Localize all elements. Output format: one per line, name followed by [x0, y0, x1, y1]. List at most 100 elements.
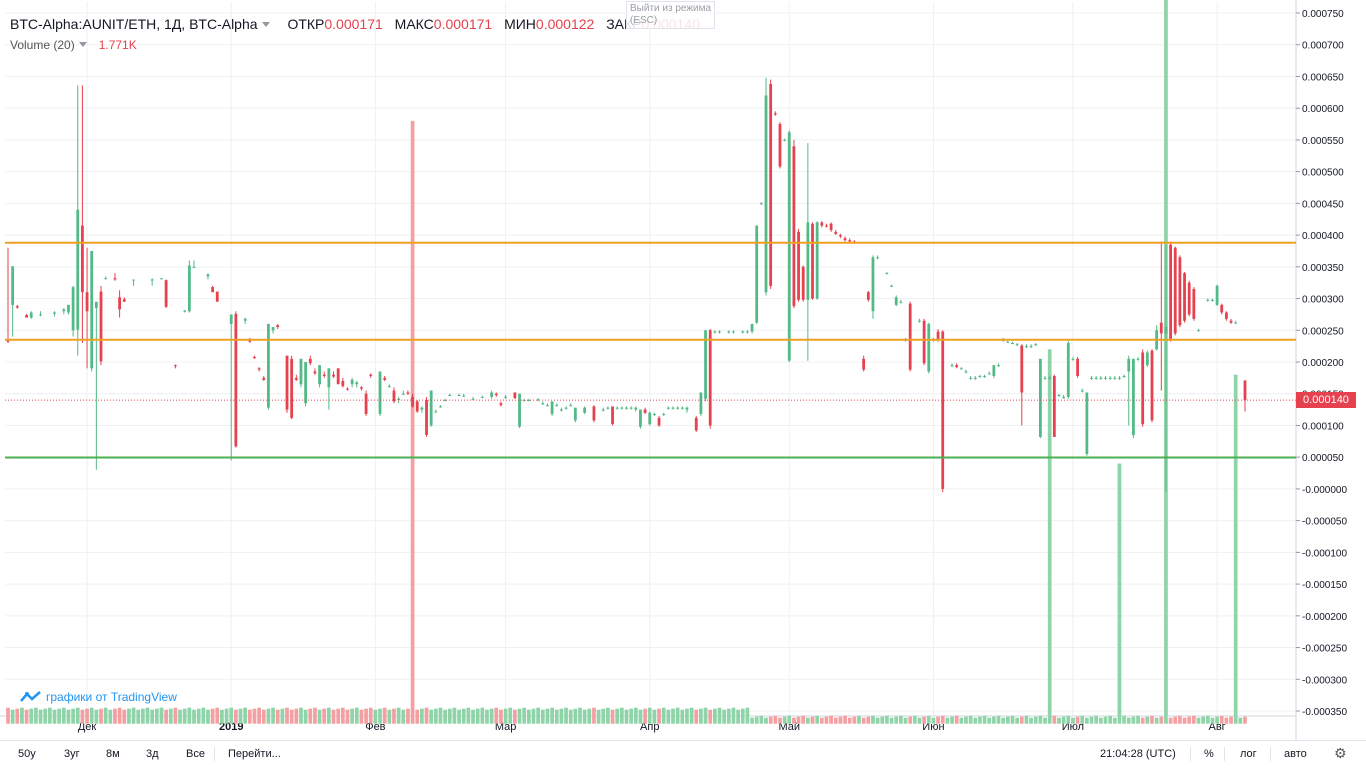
- price-axis-label: -0.000300: [1302, 675, 1347, 686]
- candle-body: [271, 327, 275, 331]
- time-axis-label: Июл: [1062, 721, 1084, 733]
- volume-bar: [224, 708, 229, 724]
- volume-bar: [1122, 715, 1126, 724]
- volume-bar: [327, 707, 331, 724]
- volume-bar: [280, 708, 285, 724]
- time-axis-label: Дек: [78, 721, 97, 733]
- range-button-all[interactable]: Все: [186, 748, 205, 760]
- volume-bar: [703, 707, 708, 724]
- symbol-title[interactable]: BTC-Alpha:AUNIT/ETH, 1Д, BTC-Alpha: [10, 16, 258, 32]
- time-axis-label: Мар: [495, 721, 517, 733]
- volume-bar: [252, 708, 257, 724]
- volume-bar: [694, 709, 699, 724]
- volume-bar: [657, 708, 661, 724]
- volume-bar: [810, 716, 815, 724]
- volume-bar: [889, 717, 894, 724]
- volume-bar: [633, 707, 638, 724]
- candle-body: [741, 331, 745, 333]
- volume-bar: [675, 707, 680, 724]
- volume-bar: [201, 707, 206, 724]
- candle-body: [918, 320, 921, 322]
- volume-bar: [592, 707, 596, 724]
- volume-bar: [1052, 715, 1057, 724]
- volume-bar: [89, 707, 94, 724]
- clock[interactable]: 21:04:28 (UTC): [1100, 748, 1176, 760]
- price-axis-label: -0.000150: [1302, 580, 1347, 591]
- candle-body: [1080, 390, 1084, 392]
- candle-body: [671, 407, 675, 409]
- time-axis-label: 2019: [219, 721, 243, 733]
- volume-bar: [880, 716, 885, 724]
- candle-body: [611, 406, 614, 425]
- candle-body: [1220, 304, 1224, 313]
- candle-body: [1243, 380, 1247, 401]
- candle-body: [783, 139, 787, 141]
- volume-bar: [415, 709, 420, 724]
- price-chart[interactable]: 0.000750 0.000700 0.000650 0.000600 0.000550…: [0, 0, 1366, 740]
- volume-bar: [624, 709, 629, 724]
- volume-bar: [182, 708, 187, 724]
- volume-bar: [247, 709, 252, 724]
- candle-body: [401, 393, 405, 395]
- bottom-toolbar: 50y 3уг 8м 3д Все Перейти... 21:04:28 (U…: [0, 740, 1366, 769]
- price-axis-label: 0.000200: [1302, 358, 1344, 369]
- candle-body: [364, 393, 368, 415]
- range-button-3y[interactable]: 3уг: [64, 748, 80, 760]
- candle-body: [1169, 244, 1172, 340]
- log-scale-button[interactable]: лог: [1240, 748, 1257, 760]
- candle-body: [732, 331, 735, 333]
- candle-body: [876, 257, 880, 259]
- exit-fullscreen-hint[interactable]: Выйти из режима (ESC): [626, 1, 716, 29]
- volume-bar: [1191, 715, 1196, 724]
- candle-body: [174, 365, 177, 367]
- volume-bar: [317, 709, 322, 724]
- volume-bar: [992, 716, 996, 724]
- volume-bar: [206, 709, 210, 724]
- candle-body: [871, 257, 875, 312]
- candle-body: [1057, 394, 1061, 396]
- percent-scale-button[interactable]: %: [1204, 748, 1214, 760]
- volume-bar: [229, 707, 234, 724]
- volume-bar: [1145, 716, 1150, 724]
- candle-body: [666, 407, 670, 409]
- volume-bar: [899, 715, 903, 724]
- chevron-down-icon[interactable]: [261, 21, 270, 27]
- range-button-50y[interactable]: 50y: [18, 748, 36, 760]
- volume-bar: [461, 708, 466, 724]
- candle-body: [25, 315, 28, 318]
- candle-body: [1127, 358, 1131, 372]
- volume-bar: [578, 707, 582, 724]
- volume-bar: [43, 708, 48, 724]
- open-value: 0.000171: [324, 16, 383, 32]
- goto-date-button[interactable]: Перейти...: [228, 748, 281, 760]
- range-button-8m[interactable]: 8м: [106, 748, 120, 760]
- price-axis-label: 0.000550: [1302, 136, 1344, 147]
- volume-bar: [1010, 715, 1015, 724]
- candle-body: [1211, 299, 1214, 301]
- candle-body: [518, 393, 521, 427]
- volume-bar: [1047, 349, 1052, 724]
- volume-bar: [554, 709, 559, 724]
- volume-bar: [857, 715, 861, 724]
- candle-body: [685, 407, 689, 410]
- tradingview-watermark[interactable]: графики от TradingView: [20, 690, 177, 704]
- range-button-3d[interactable]: 3д: [146, 748, 159, 760]
- volume-bar: [973, 717, 978, 724]
- chevron-down-icon[interactable]: [78, 42, 87, 48]
- candle-body: [113, 278, 117, 280]
- volume-bar: [1108, 715, 1112, 724]
- candle-body: [797, 231, 800, 300]
- low-label: МИН: [504, 16, 536, 32]
- volume-bar: [368, 707, 373, 724]
- auto-scale-button[interactable]: авто: [1284, 748, 1307, 760]
- volume-bar: [303, 709, 308, 724]
- candle-body: [304, 362, 308, 404]
- volume-bar: [968, 715, 973, 724]
- volume-value: 1.771K: [98, 38, 137, 52]
- gear-icon[interactable]: ⚙: [1334, 745, 1347, 761]
- volume-bar: [866, 716, 871, 724]
- volume-bar: [108, 709, 113, 724]
- volume-bar: [122, 709, 127, 724]
- volume-bar: [936, 716, 940, 724]
- volume-bar: [373, 709, 378, 724]
